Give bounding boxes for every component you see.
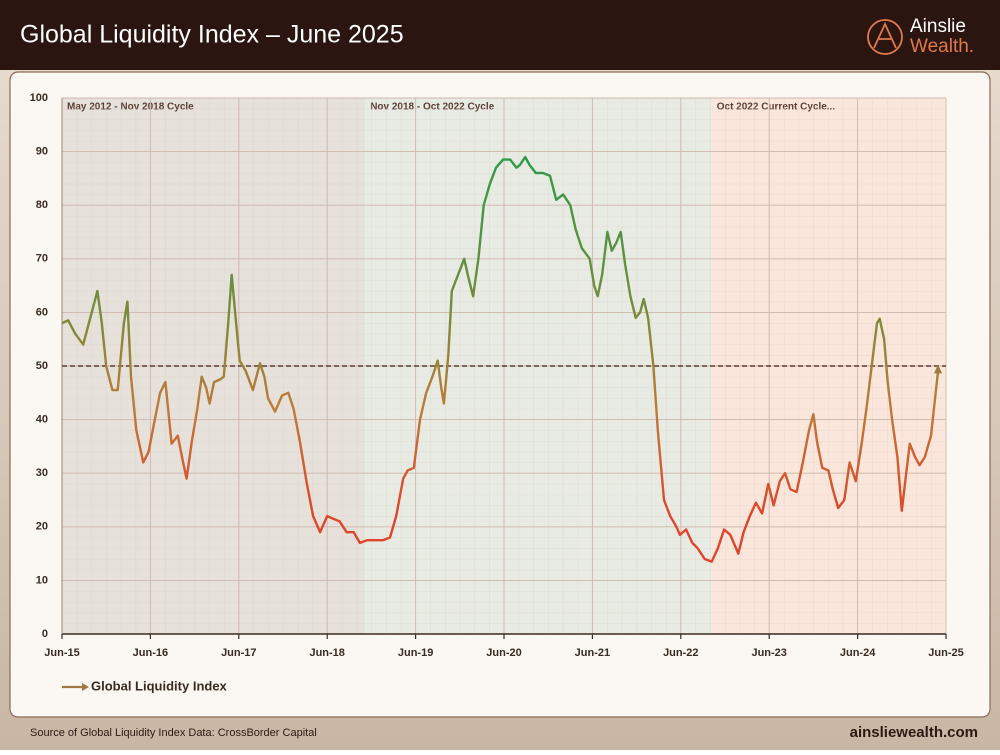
plot: May 2012 - Nov 2018 CycleNov 2018 - Oct … (30, 92, 964, 694)
x-tick-label: Jun-17 (221, 647, 256, 659)
chart-title: Global Liquidity Index – June 2025 (20, 21, 404, 49)
logo-ring (867, 19, 903, 55)
x-tick-label: Jun-24 (840, 647, 876, 659)
y-tick-label: 50 (36, 360, 48, 372)
x-tick-label: Jun-21 (575, 647, 610, 659)
logo-icon (873, 21, 897, 49)
website: ainsliewealth.com (850, 724, 978, 741)
x-tick-label: Jun-19 (398, 647, 433, 659)
x-tick-label: Jun-15 (44, 647, 79, 659)
y-tick-label: 90 (36, 146, 48, 158)
y-tick-label: 0 (42, 628, 48, 640)
y-tick-label: 20 (36, 521, 48, 533)
y-tick-label: 70 (36, 253, 48, 265)
line-arrowhead (934, 364, 943, 374)
y-tick-label: 60 (36, 306, 48, 318)
y-tick-label: 80 (36, 199, 48, 211)
x-tick-label: Jun-25 (928, 647, 963, 659)
y-tick-label: 10 (36, 574, 48, 586)
y-tick-label: 40 (36, 414, 48, 426)
legend-arrow (82, 683, 89, 691)
y-tick-label: 100 (30, 92, 48, 104)
legend-label: Global Liquidity Index (91, 678, 228, 693)
brand-suffix: Wealth. (910, 36, 974, 57)
x-tick-label: Jun-18 (309, 647, 344, 659)
x-tick-label: Jun-16 (133, 647, 168, 659)
y-tick-label: 30 (36, 467, 48, 479)
source-note: Source of Global Liquidity Index Data: C… (30, 727, 317, 739)
x-tick-label: Jun-23 (751, 647, 786, 659)
x-tick-label: Jun-20 (486, 647, 521, 659)
logo: Ainslie Wealth. (867, 16, 974, 57)
data-line (61, 155, 940, 563)
brand-name: Ainslie (910, 16, 966, 37)
x-tick-label: Jun-22 (663, 647, 698, 659)
header-bar (0, 0, 1000, 70)
